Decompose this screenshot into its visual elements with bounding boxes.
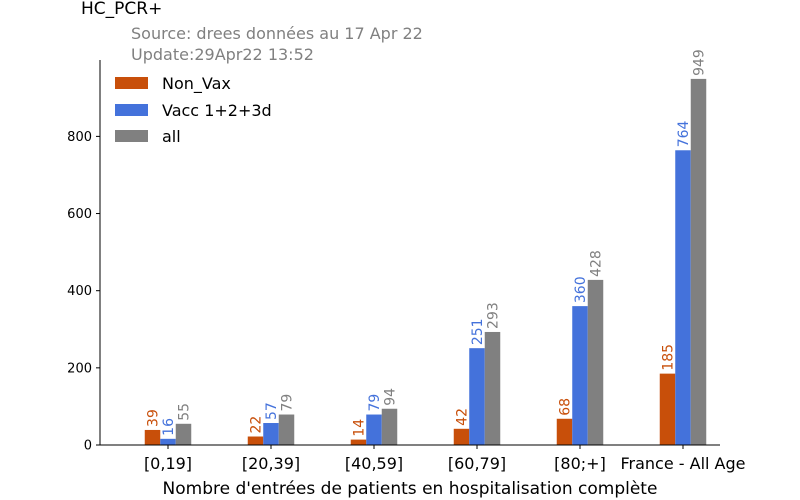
y-tick-label-4: 800 bbox=[67, 130, 92, 145]
bar-vacc-1-2-3d-0 bbox=[160, 438, 176, 445]
legend-label-vacc: Vacc 1+2+3d bbox=[162, 101, 272, 120]
legend-swatch-non-vax bbox=[115, 77, 148, 89]
data-label-non-vax-3: 42 bbox=[455, 408, 471, 426]
data-label-vacc-1-2-3d-3: 251 bbox=[470, 318, 486, 345]
bar-all-1 bbox=[278, 414, 295, 445]
data-label-all-5: 949 bbox=[692, 49, 708, 76]
bar-all-4 bbox=[587, 279, 604, 445]
chart-subtitle-update: Update:29Apr22 13:52 bbox=[131, 45, 314, 64]
data-label-non-vax-0: 39 bbox=[146, 409, 162, 427]
x-tick-label-2: [40,59] bbox=[345, 454, 403, 473]
bar-non-vax-0 bbox=[144, 429, 161, 445]
bar-vacc-1-2-3d-5 bbox=[675, 150, 691, 445]
bar-non-vax-3 bbox=[453, 428, 470, 445]
data-label-all-2: 94 bbox=[383, 388, 399, 406]
bar-vacc-1-2-3d-2 bbox=[366, 414, 382, 445]
y-tick-label-1: 200 bbox=[67, 361, 92, 376]
bar-non-vax-5 bbox=[659, 373, 676, 445]
data-label-non-vax-4: 68 bbox=[558, 398, 574, 416]
data-label-non-vax-1: 22 bbox=[249, 416, 265, 434]
x-tick-label-4: [80;+] bbox=[554, 454, 606, 473]
legend: Non_Vax Vacc 1+2+3d all bbox=[115, 74, 272, 146]
legend-swatch-all bbox=[115, 130, 148, 142]
data-label-vacc-1-2-3d-5: 764 bbox=[676, 120, 692, 147]
bar-non-vax-4 bbox=[556, 418, 573, 445]
data-label-all-0: 55 bbox=[177, 403, 193, 421]
data-label-vacc-1-2-3d-0: 16 bbox=[161, 418, 177, 436]
y-tick-label-2: 400 bbox=[67, 284, 92, 299]
data-label-all-3: 293 bbox=[486, 302, 502, 329]
y-axis-ticks: 0 200 400 600 800 bbox=[67, 130, 100, 454]
x-tick-label-1: [20,39] bbox=[242, 454, 300, 473]
data-label-vacc-1-2-3d-1: 57 bbox=[264, 402, 280, 420]
bar-vacc-1-2-3d-4 bbox=[572, 306, 588, 445]
bar-non-vax-1 bbox=[247, 436, 264, 445]
data-label-non-vax-2: 14 bbox=[352, 419, 368, 437]
data-label-vacc-1-2-3d-2: 79 bbox=[367, 394, 383, 412]
chart-title: HC_PCR+ bbox=[81, 0, 162, 19]
bar-all-0 bbox=[175, 423, 192, 445]
bar-non-vax-2 bbox=[350, 439, 367, 445]
x-tick-label-5: France - All Age bbox=[620, 454, 745, 473]
data-label-vacc-1-2-3d-4: 360 bbox=[573, 276, 589, 303]
legend-swatch-vacc bbox=[115, 104, 148, 116]
bar-vacc-1-2-3d-3 bbox=[469, 348, 485, 445]
legend-label-non-vax: Non_Vax bbox=[162, 74, 231, 94]
x-axis-ticks: [0,19] [20,39] [40,59] [60,79] [80;+] France … bbox=[144, 445, 746, 473]
bar-all-3 bbox=[484, 331, 501, 445]
x-tick-label-0: [0,19] bbox=[144, 454, 192, 473]
data-label-all-4: 428 bbox=[589, 250, 605, 277]
bars-group bbox=[144, 78, 707, 446]
y-tick-label-0: 0 bbox=[84, 439, 92, 454]
x-axis-label: Nombre d'entrées de patients en hospital… bbox=[163, 479, 658, 499]
bar-vacc-1-2-3d-1 bbox=[263, 423, 279, 445]
y-tick-label-3: 600 bbox=[67, 207, 92, 222]
bar-all-5 bbox=[690, 78, 707, 446]
legend-label-all: all bbox=[162, 127, 181, 146]
x-tick-label-3: [60,79] bbox=[448, 454, 506, 473]
data-label-non-vax-5: 185 bbox=[661, 344, 677, 371]
data-label-all-1: 79 bbox=[280, 394, 296, 412]
bar-all-2 bbox=[381, 408, 398, 445]
chart-subtitle-source: Source: drees données au 17 Apr 22 bbox=[131, 24, 423, 43]
